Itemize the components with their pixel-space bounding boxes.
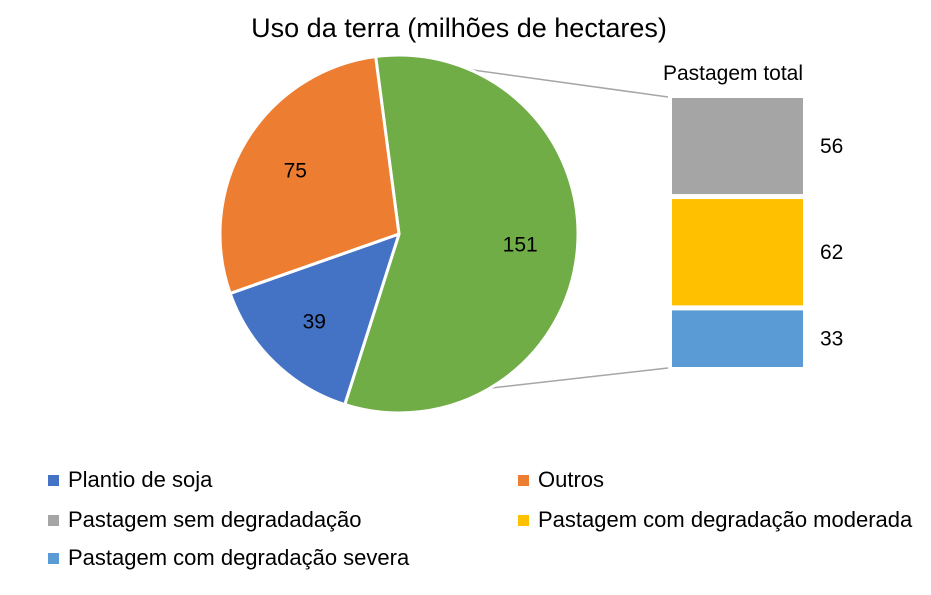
breakout-bar (672, 98, 803, 367)
bar-segment-pastagem-com-degradacao-moderada (672, 199, 803, 306)
bar-segment-pastagem-sem-degradadacao (672, 98, 803, 195)
bar-segment-pastagem-com-degradacao-severa (672, 310, 803, 367)
pie-labels: 151 39 75 (284, 159, 538, 333)
bar-data-label-pastagem-com-degradacao-severa: 33 (820, 328, 843, 351)
breakout-title: Pastagem total (663, 62, 803, 85)
pie-data-label-pastagem-total: 151 (503, 234, 538, 257)
pie-data-label-outros: 75 (284, 159, 307, 182)
chart-title: Uso da terra (milhões de hectares) (251, 13, 667, 43)
breakout-labels: 56 62 33 (820, 135, 843, 351)
pie-slice-pastagem-total (343, 53, 580, 415)
bar-data-label-pastagem-sem-degradadacao: 56 (820, 135, 843, 158)
pie-slice-outros (218, 55, 401, 295)
pie-slice-plantio-de-soja (228, 232, 401, 407)
pie (218, 53, 580, 415)
pie-data-label-plantio-de-soja: 39 (303, 310, 326, 333)
bar-data-label-pastagem-com-degradacao-moderada: 62 (820, 241, 843, 264)
